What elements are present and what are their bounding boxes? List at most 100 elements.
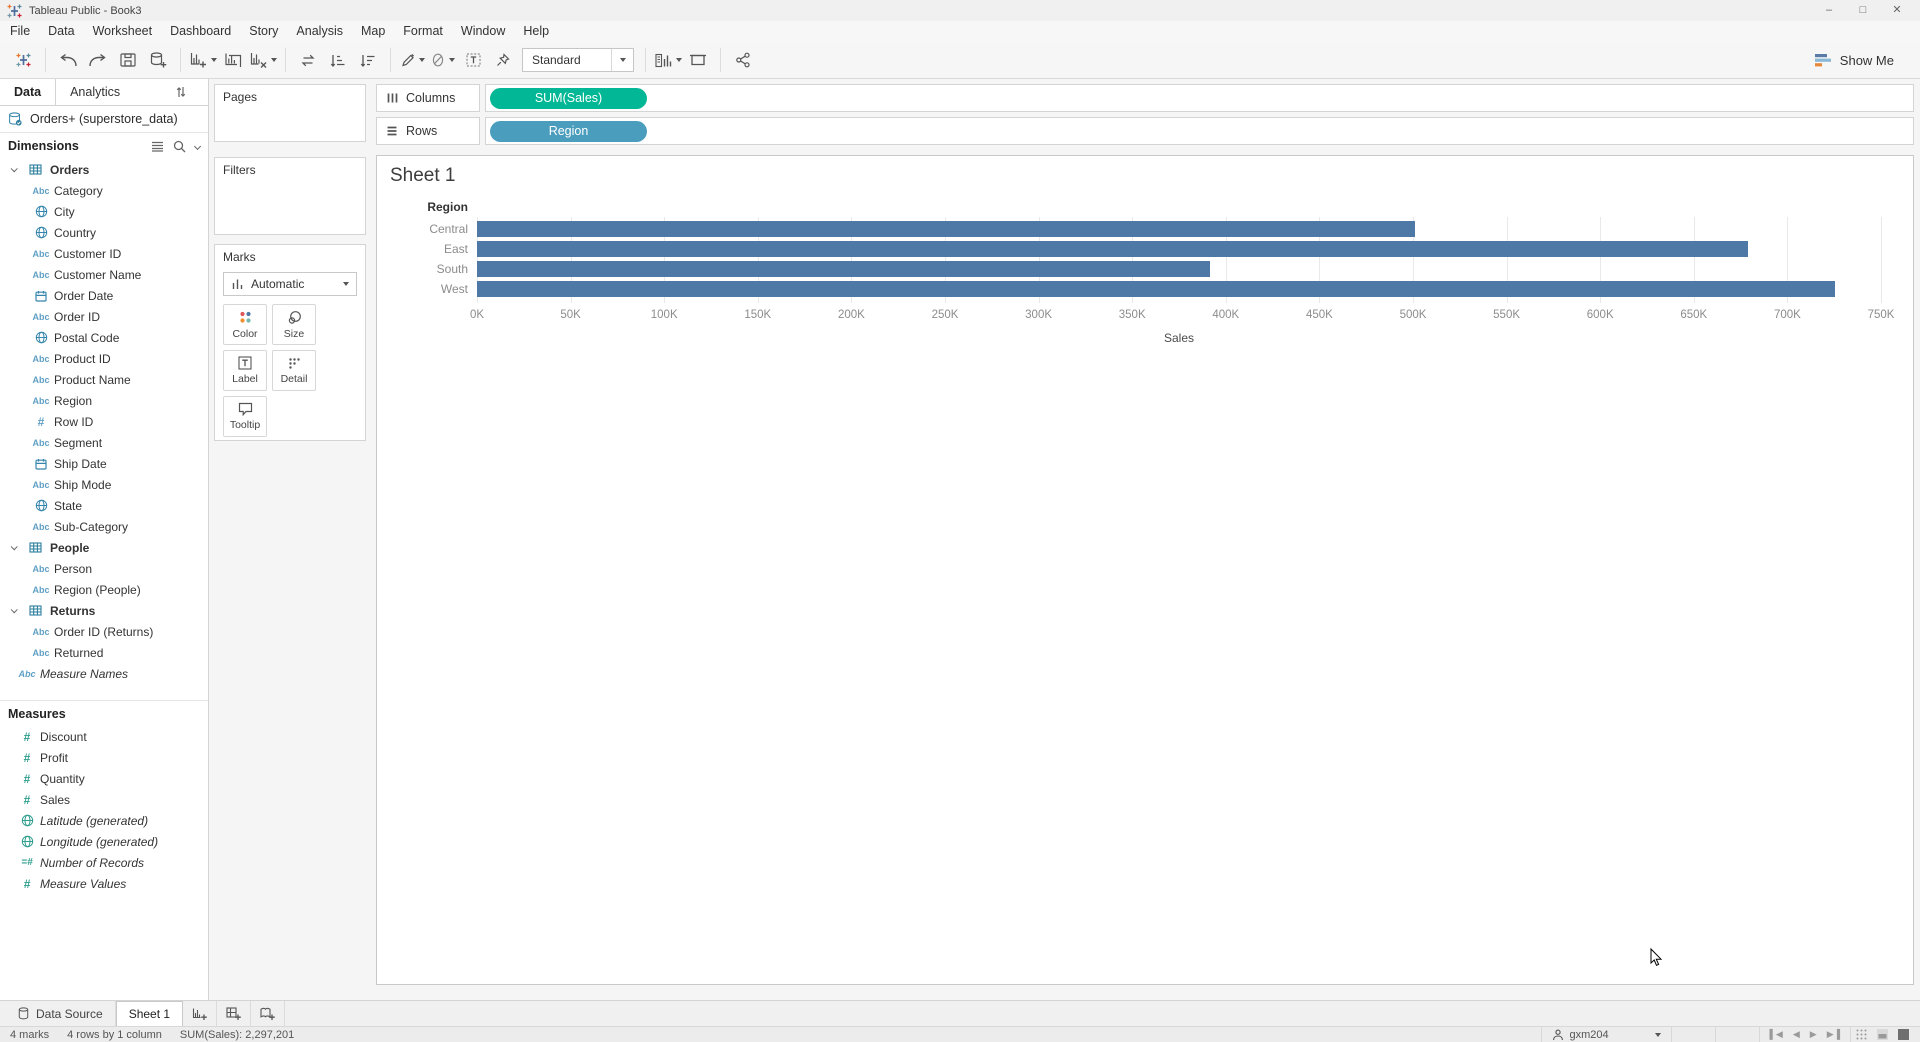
field-customer-name[interactable]: Abc Customer Name	[0, 264, 208, 285]
rows-pill-region[interactable]: Region	[490, 120, 647, 142]
bar-south[interactable]	[477, 261, 1211, 277]
marks-button-detail[interactable]: Detail	[272, 350, 316, 391]
sort-fields-icon[interactable]	[176, 86, 194, 98]
field-product-name[interactable]: Abc Product Name	[0, 369, 208, 390]
measure-measure-values[interactable]: # Measure Values	[0, 873, 208, 894]
sort-descending-button[interactable]	[353, 46, 383, 74]
group-chevron-icon[interactable]	[7, 606, 20, 614]
save-button[interactable]	[113, 46, 143, 74]
marks-button-label[interactable]: Label	[223, 350, 267, 391]
measure-number-of-records[interactable]: =# Number of Records	[0, 852, 208, 873]
measure-quantity[interactable]: # Quantity	[0, 768, 208, 789]
field-order-id-returns-[interactable]: Abc Order ID (Returns)	[0, 621, 208, 642]
pane-menu-chevron-icon[interactable]	[193, 142, 202, 150]
highlight-button[interactable]	[398, 46, 428, 74]
show-hide-cards-button[interactable]	[653, 46, 683, 74]
menu-item-format[interactable]: Format	[403, 24, 443, 38]
field-postal-code[interactable]: Postal Code	[0, 327, 208, 348]
fit-selector-dropdown[interactable]: Standard	[522, 48, 634, 72]
field-state[interactable]: State	[0, 495, 208, 516]
field-city[interactable]: City	[0, 201, 208, 222]
field-order-date[interactable]: Order Date	[0, 285, 208, 306]
redo-button[interactable]	[83, 46, 113, 74]
field-group-returns[interactable]: Returns	[0, 600, 208, 621]
data-source-item[interactable]: Orders+ (superstore_data)	[0, 106, 208, 133]
bar-central[interactable]	[477, 221, 1416, 237]
menu-item-analysis[interactable]: Analysis	[296, 24, 343, 38]
new-data-source-button[interactable]	[143, 46, 173, 74]
fit-selector-caret[interactable]	[611, 49, 633, 71]
rows-shelf[interactable]: Region	[485, 117, 1914, 145]
measure-profit[interactable]: # Profit	[0, 747, 208, 768]
last-sheet-icon[interactable]: ▶▐	[1826, 1029, 1840, 1039]
measure-discount[interactable]: # Discount	[0, 726, 208, 747]
field-customer-id[interactable]: Abc Customer ID	[0, 243, 208, 264]
new-dashboard-tab-button[interactable]	[217, 1001, 252, 1026]
sort-ascending-button[interactable]	[323, 46, 353, 74]
swap-rows-columns-button[interactable]	[293, 46, 323, 74]
tab-data[interactable]: Data	[0, 79, 57, 105]
new-worksheet-tab-button[interactable]	[183, 1001, 218, 1026]
measure-latitude-generated-[interactable]: Latitude (generated)	[0, 810, 208, 831]
field-ship-date[interactable]: Ship Date	[0, 453, 208, 474]
bar-west[interactable]	[477, 281, 1836, 297]
field-ship-mode[interactable]: Abc Ship Mode	[0, 474, 208, 495]
new-story-tab-button[interactable]	[251, 1001, 286, 1026]
menu-item-file[interactable]: File	[10, 24, 31, 38]
clear-sheet-button[interactable]	[248, 46, 278, 74]
filters-shelf[interactable]: Filters	[214, 157, 366, 235]
duplicate-sheet-button[interactable]	[218, 46, 248, 74]
field-region-people-[interactable]: Abc Region (People)	[0, 579, 208, 600]
field-group-orders[interactable]: Orders	[0, 159, 208, 180]
menu-item-worksheet[interactable]: Worksheet	[92, 24, 153, 38]
group-chevron-icon[interactable]	[7, 543, 20, 551]
first-sheet-icon[interactable]: ▌◀	[1769, 1029, 1783, 1039]
field-returned[interactable]: Abc Returned	[0, 642, 208, 663]
search-icon[interactable]	[173, 140, 186, 153]
measure-sales[interactable]: # Sales	[0, 789, 208, 810]
worksheet[interactable]: Sheet 1 Region Central East South West 0K 50…	[376, 155, 1914, 985]
pages-shelf[interactable]: Pages	[214, 84, 366, 142]
field-product-id[interactable]: Abc Product ID	[0, 348, 208, 369]
menu-item-help[interactable]: Help	[523, 24, 550, 38]
next-sheet-icon[interactable]: ▶	[1809, 1029, 1817, 1039]
group-chevron-icon[interactable]	[7, 165, 20, 173]
tab-analytics[interactable]: Analytics	[56, 79, 208, 105]
field-country[interactable]: Country	[0, 222, 208, 243]
close-icon[interactable]: ✕	[1892, 4, 1902, 16]
field-order-id[interactable]: Abc Order ID	[0, 306, 208, 327]
measure-longitude-generated-[interactable]: Longitude (generated)	[0, 831, 208, 852]
field-category[interactable]: Abc Category	[0, 180, 208, 201]
tab-sheet-1[interactable]: Sheet 1	[115, 1001, 184, 1026]
menu-item-window[interactable]: Window	[460, 24, 506, 38]
filmstrip-view-icon[interactable]	[1876, 1028, 1889, 1041]
field-segment[interactable]: Abc Segment	[0, 432, 208, 453]
columns-pill-sum-sales-[interactable]: SUM(Sales)	[490, 87, 647, 109]
field-measure-names[interactable]: Abc Measure Names	[0, 663, 208, 684]
share-button[interactable]	[728, 46, 758, 74]
view-list-icon[interactable]	[151, 141, 164, 152]
group-members-button[interactable]	[428, 46, 458, 74]
show-me-button[interactable]: Show Me	[1814, 53, 1912, 68]
sheet-view-icon[interactable]	[1897, 1028, 1910, 1041]
field-sub-category[interactable]: Abc Sub-Category	[0, 516, 208, 537]
maximize-icon[interactable]: □	[1859, 4, 1867, 16]
columns-shelf[interactable]: SUM(Sales)	[485, 84, 1914, 112]
undo-button[interactable]	[53, 46, 83, 74]
fix-axes-button[interactable]	[488, 46, 518, 74]
minimize-icon[interactable]: –	[1825, 4, 1833, 16]
mark-type-dropdown[interactable]: Automatic	[223, 272, 357, 296]
menu-item-data[interactable]: Data	[48, 24, 75, 38]
menu-item-story[interactable]: Story	[249, 24, 279, 38]
field-region[interactable]: Abc Region	[0, 390, 208, 411]
marks-button-color[interactable]: Color	[223, 304, 267, 345]
tab-data-source[interactable]: Data Source	[6, 1001, 116, 1026]
presentation-mode-button[interactable]	[683, 46, 713, 74]
marks-button-tooltip[interactable]: Tooltip	[223, 396, 267, 437]
show-mark-labels-button[interactable]	[458, 46, 488, 74]
field-row-id[interactable]: # Row ID	[0, 411, 208, 432]
new-worksheet-button[interactable]	[188, 46, 218, 74]
user-account-dropdown[interactable]: gxm204	[1540, 1027, 1671, 1042]
menu-item-dashboard[interactable]: Dashboard	[170, 24, 232, 38]
show-tabs-view-icon[interactable]	[1855, 1028, 1868, 1041]
